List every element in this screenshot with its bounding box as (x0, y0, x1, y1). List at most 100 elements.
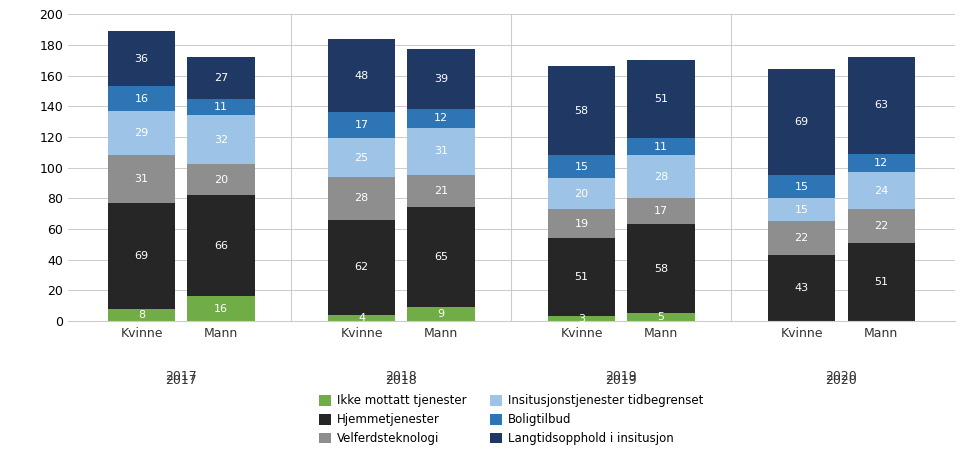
Bar (187, 99, 254, 115)
Text: 62: 62 (355, 262, 368, 272)
Bar (328, 315, 395, 321)
Text: 2018: 2018 (386, 370, 417, 383)
Bar (328, 220, 395, 315)
Bar (407, 50, 474, 110)
Text: 2020: 2020 (826, 370, 857, 383)
Text: 69: 69 (134, 251, 149, 261)
Text: 11: 11 (214, 102, 228, 112)
Bar (627, 224, 694, 313)
Bar (768, 198, 836, 221)
Text: 31: 31 (134, 174, 148, 184)
Text: 31: 31 (434, 146, 448, 156)
Text: 58: 58 (575, 106, 588, 116)
Text: 16: 16 (214, 303, 228, 314)
Bar (768, 175, 836, 198)
Text: 66: 66 (214, 241, 228, 251)
Text: 22: 22 (874, 221, 888, 231)
Text: 19: 19 (575, 219, 588, 228)
Text: 25: 25 (355, 152, 368, 162)
Text: 39: 39 (434, 75, 448, 84)
Text: 4: 4 (358, 313, 365, 323)
Bar (768, 221, 836, 255)
Text: 20: 20 (214, 175, 228, 185)
Bar (768, 69, 836, 175)
Bar (548, 67, 616, 155)
Bar (108, 86, 175, 111)
Bar (407, 175, 474, 207)
Text: 3: 3 (579, 314, 585, 324)
Bar (108, 31, 175, 86)
Text: 2017: 2017 (166, 374, 197, 387)
Text: 43: 43 (795, 283, 808, 293)
Bar (627, 60, 694, 138)
Text: 2019: 2019 (606, 370, 637, 383)
Text: 2020: 2020 (826, 374, 857, 387)
Bar (548, 155, 616, 178)
Bar (847, 172, 915, 209)
Text: 28: 28 (654, 172, 668, 182)
Legend: Ikke mottatt tjenester, Hjemmetjenester, Velferdsteknologi, Insitusjonstjenester: Ikke mottatt tjenester, Hjemmetjenester,… (319, 395, 703, 445)
Text: 11: 11 (655, 142, 668, 152)
Bar (548, 178, 616, 209)
Text: 9: 9 (437, 309, 444, 319)
Text: 32: 32 (214, 135, 228, 145)
Bar (548, 316, 616, 321)
Text: 17: 17 (355, 120, 368, 130)
Text: 48: 48 (355, 70, 369, 81)
Text: 28: 28 (355, 193, 369, 203)
Bar (627, 313, 694, 321)
Text: 8: 8 (138, 310, 145, 320)
Bar (187, 195, 254, 296)
Bar (847, 57, 915, 154)
Text: 36: 36 (134, 54, 148, 64)
Bar (407, 307, 474, 321)
Text: 51: 51 (575, 272, 588, 282)
Bar (627, 198, 694, 224)
Bar (328, 138, 395, 177)
Bar (187, 165, 254, 195)
Bar (108, 309, 175, 321)
Bar (328, 112, 395, 138)
Text: 29: 29 (134, 128, 149, 138)
Bar (548, 209, 616, 238)
Text: 12: 12 (874, 158, 888, 168)
Bar (847, 209, 915, 243)
Bar (187, 115, 254, 164)
Bar (407, 110, 474, 128)
Bar (847, 154, 915, 172)
Text: 2019: 2019 (606, 374, 637, 387)
Text: 65: 65 (434, 253, 448, 262)
Text: 17: 17 (655, 206, 668, 216)
Text: 21: 21 (434, 186, 448, 196)
Bar (328, 177, 395, 220)
Bar (407, 128, 474, 175)
Bar (108, 155, 175, 203)
Text: 63: 63 (875, 101, 888, 110)
Text: 16: 16 (134, 93, 148, 103)
Text: 15: 15 (795, 182, 808, 192)
Text: 12: 12 (434, 113, 448, 124)
Text: 2018: 2018 (386, 374, 417, 387)
Bar (847, 243, 915, 321)
Text: 51: 51 (875, 277, 888, 287)
Bar (627, 155, 694, 198)
Text: 5: 5 (657, 312, 664, 322)
Text: 24: 24 (874, 185, 888, 195)
Text: 27: 27 (214, 73, 228, 83)
Text: 51: 51 (655, 94, 668, 104)
Text: 20: 20 (575, 189, 588, 199)
Text: 69: 69 (795, 118, 808, 127)
Text: 2017: 2017 (166, 370, 197, 383)
Bar (328, 39, 395, 112)
Bar (187, 57, 254, 99)
Text: 15: 15 (795, 205, 808, 215)
Bar (627, 138, 694, 155)
Bar (548, 238, 616, 316)
Bar (108, 203, 175, 309)
Bar (407, 208, 474, 307)
Text: 58: 58 (655, 264, 668, 274)
Bar (187, 296, 254, 321)
Bar (768, 255, 836, 321)
Text: 15: 15 (575, 162, 588, 172)
Bar (108, 111, 175, 155)
